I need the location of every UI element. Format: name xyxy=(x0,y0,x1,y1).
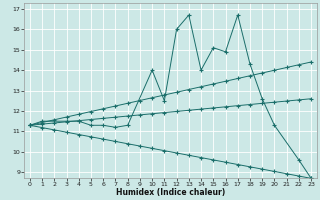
X-axis label: Humidex (Indice chaleur): Humidex (Indice chaleur) xyxy=(116,188,225,197)
